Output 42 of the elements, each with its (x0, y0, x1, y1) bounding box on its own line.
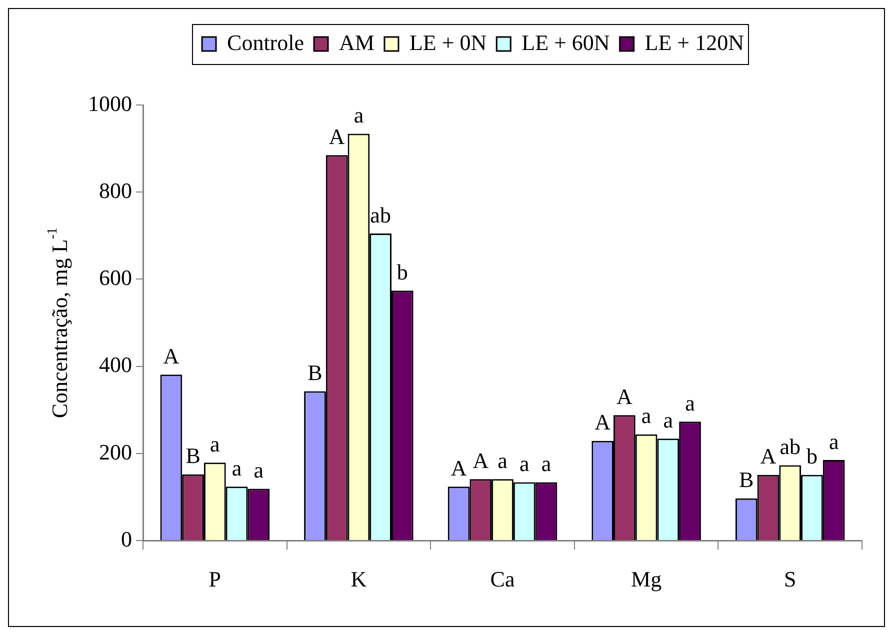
data-label: a (354, 102, 364, 128)
legend-label: LE + 60N (522, 30, 610, 55)
x-tick-label: Mg (631, 566, 662, 592)
data-label: a (232, 455, 242, 480)
data-label: a (210, 431, 220, 456)
data-label: a (685, 390, 696, 416)
data-label: A (594, 410, 611, 435)
data-label: a (663, 407, 674, 432)
data-label: B (739, 467, 754, 492)
data-label: A (472, 448, 489, 473)
data-label: B (308, 360, 322, 385)
legend-label: LE + 120N (644, 30, 744, 55)
legend-label: AM (339, 30, 374, 55)
y-tick-label: 800 (99, 178, 132, 203)
data-label: A (450, 455, 467, 480)
data-label: B (186, 443, 200, 468)
data-label: a (519, 451, 530, 476)
data-label: ab (370, 202, 391, 228)
y-tick-label: 600 (99, 265, 132, 290)
data-label: b (396, 259, 408, 284)
x-tick-label: S (784, 566, 796, 592)
data-label: A (616, 384, 632, 409)
data-label: a (828, 428, 839, 454)
data-label: a (254, 458, 264, 483)
data-label: A (760, 444, 776, 469)
data-label: b (806, 444, 818, 469)
x-tick-label: K (350, 566, 367, 592)
legend-label: Controle (227, 30, 304, 55)
legend-label: LE + 0N (409, 30, 487, 55)
y-tick-label: 1000 (88, 90, 132, 116)
x-tick-label: Ca (490, 566, 515, 592)
x-tick-label: P (208, 566, 222, 592)
data-label: A (163, 343, 180, 368)
data-label: a (541, 451, 552, 476)
y-tick-label: 200 (99, 439, 132, 464)
data-label: A (328, 124, 345, 149)
data-label: a (498, 448, 508, 473)
y-tick-label: 0 (121, 526, 132, 552)
data-label: a (641, 403, 652, 428)
data-label: ab (780, 434, 800, 460)
y-axis-title: Concentração, mg L-1 (46, 227, 72, 418)
y-tick-label: 400 (99, 352, 132, 378)
